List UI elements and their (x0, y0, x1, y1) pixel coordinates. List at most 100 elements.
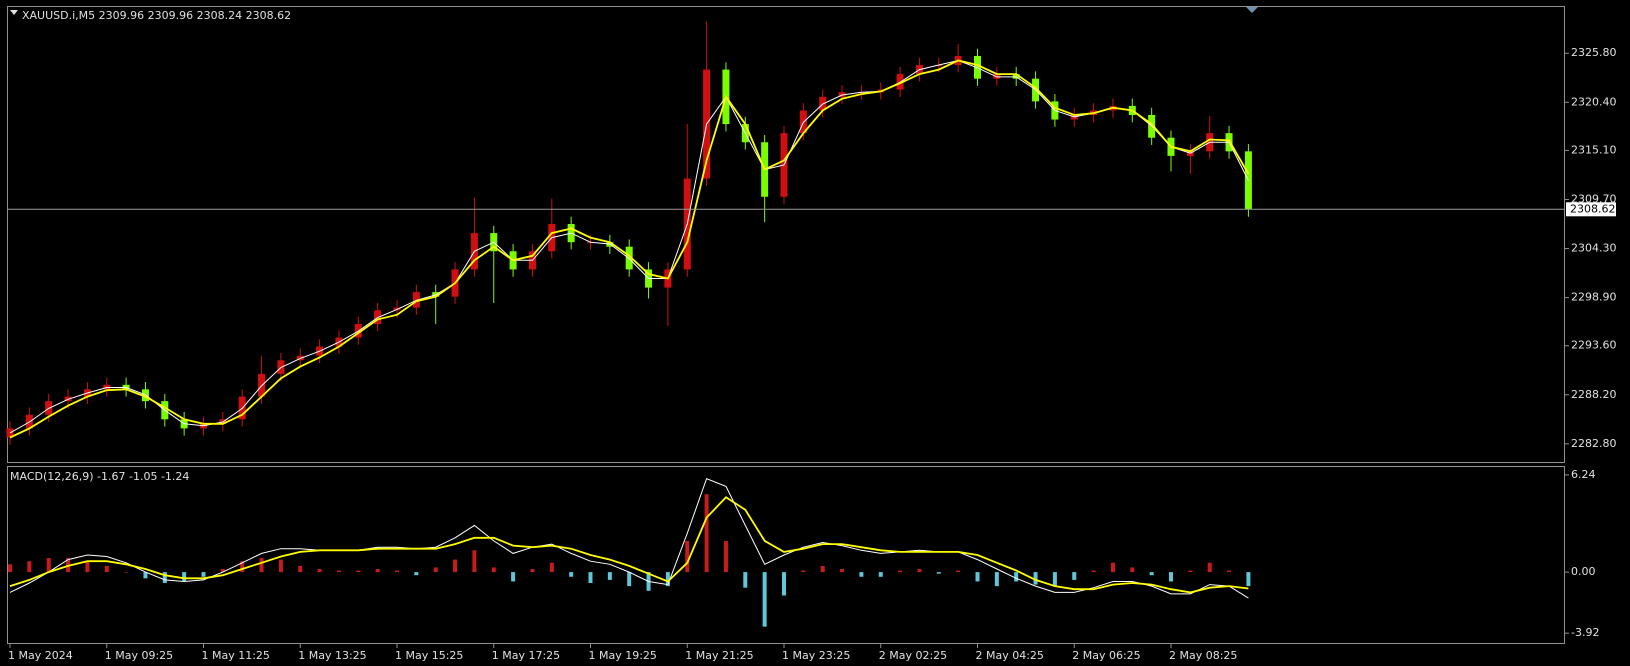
x-tick-label: 1 May 17:25 (492, 649, 560, 662)
histogram-bar (1169, 572, 1173, 582)
candle-body (1012, 74, 1020, 79)
y-tick-label: 2298.90 (1571, 291, 1617, 304)
line-series (9, 477, 1249, 599)
x-tick-label: 1 May 09:25 (105, 649, 173, 662)
histogram-bar (1130, 567, 1135, 573)
histogram-bar (1188, 570, 1193, 573)
histogram-bar (375, 568, 380, 573)
y-tick-label: 2288.20 (1571, 388, 1617, 401)
y-tick-label: 2282.80 (1571, 437, 1617, 450)
histogram-bar (1246, 572, 1251, 587)
histogram-bar (859, 572, 864, 577)
histogram-bar (491, 567, 496, 573)
macd-title: MACD(12,26,9) -1.67 -1.05 -1.24 (10, 470, 189, 483)
plot-layer: 2325.80 2320.40 2315.10 2309.70 2304.30 2298.… (6, 21, 1617, 662)
candle-body (935, 65, 943, 67)
histogram-bar (685, 540, 690, 573)
histogram-bar (395, 570, 399, 573)
histogram-bar (453, 559, 458, 573)
current-price-box (1566, 202, 1616, 217)
x-tick-label: 2 May 04:25 (976, 649, 1044, 662)
histogram-bar (1014, 572, 1019, 582)
histogram-bar (162, 572, 167, 584)
histogram-bar (46, 558, 51, 573)
y-tick-label: 2304.30 (1571, 242, 1617, 255)
histogram-bar (278, 559, 283, 573)
histogram-bar (569, 572, 574, 577)
histogram-bar (975, 572, 980, 582)
histogram-bar (1052, 572, 1057, 587)
histogram-bar (898, 570, 903, 573)
histogram-bar (762, 572, 767, 627)
histogram-bar (665, 572, 670, 587)
histogram-bar (743, 572, 748, 588)
y-tick-label: 2293.60 (1571, 339, 1617, 352)
histogram-bar (704, 494, 709, 573)
histogram-bar (104, 565, 109, 573)
line-series (9, 496, 1249, 594)
histogram-bar (414, 572, 419, 576)
shift-marker (1246, 7, 1258, 13)
histogram-bar (627, 572, 632, 587)
histogram-bar (530, 568, 535, 573)
histogram-bar (936, 572, 941, 574)
histogram-bar (607, 572, 612, 580)
histogram-bar (8, 564, 12, 573)
x-tick-label: 1 May 2024 (8, 649, 73, 662)
x-tick-label: 1 May 11:25 (202, 649, 270, 662)
y-tick-label: 2325.80 (1571, 46, 1617, 59)
histogram-bar (782, 572, 786, 596)
histogram-bar (240, 561, 245, 573)
histogram-bar (317, 568, 322, 573)
price-panel (7, 6, 1565, 463)
y-tick-label: 6.24 (1571, 468, 1596, 481)
x-tick-label: 1 May 13:25 (298, 649, 366, 662)
y-tick-label: -3.92 (1571, 626, 1599, 639)
histogram-bar (994, 572, 999, 587)
current-price-label: 2308.62 (1570, 202, 1616, 215)
histogram-bar (259, 558, 264, 573)
x-tick-label: 1 May 19:25 (589, 649, 657, 662)
histogram-bar (1110, 562, 1115, 573)
line-series (9, 59, 1250, 439)
y-tick-label: 0.00 (1571, 565, 1596, 578)
menu-arrow[interactable] (10, 10, 18, 15)
histogram-bar (1033, 572, 1038, 585)
histogram-bar (801, 570, 806, 573)
x-tick-label: 2 May 06:25 (1072, 649, 1140, 662)
histogram-bar (182, 572, 187, 582)
histogram-bar (956, 570, 961, 573)
histogram-bar (549, 562, 554, 573)
histogram-bar (820, 565, 825, 573)
y-tick-label: 2315.10 (1571, 143, 1617, 156)
histogram-bar (1149, 572, 1154, 576)
histogram-bar (878, 572, 883, 577)
histogram-bar (356, 570, 361, 573)
price-title: XAUUSD.i,M5 2309.96 2309.96 2308.24 2308… (22, 9, 291, 22)
histogram-bar (588, 572, 593, 584)
histogram-bar (1091, 570, 1096, 573)
histogram-bar (1072, 572, 1077, 580)
histogram-bar (85, 561, 90, 573)
histogram-bar (840, 568, 845, 573)
histogram-bar (1227, 570, 1232, 573)
histogram-bar (220, 568, 225, 573)
histogram-bar (433, 567, 438, 573)
histogram-bar (201, 572, 206, 577)
y-tick-label: 2309.70 (1571, 192, 1617, 205)
x-tick-label: 1 May 23:25 (782, 649, 850, 662)
candle-body (6, 428, 14, 438)
x-tick-label: 2 May 02:25 (879, 649, 947, 662)
histogram-bar (143, 572, 148, 579)
histogram-bar (511, 572, 516, 582)
histogram-bar (1207, 562, 1212, 573)
histogram-bar (298, 565, 303, 573)
histogram-bar (124, 572, 129, 573)
x-tick-label: 1 May 21:25 (685, 649, 753, 662)
histogram-bar (472, 550, 477, 573)
histogram-bar (917, 568, 922, 573)
macd-panel (7, 466, 1565, 644)
histogram-bar (723, 540, 728, 573)
